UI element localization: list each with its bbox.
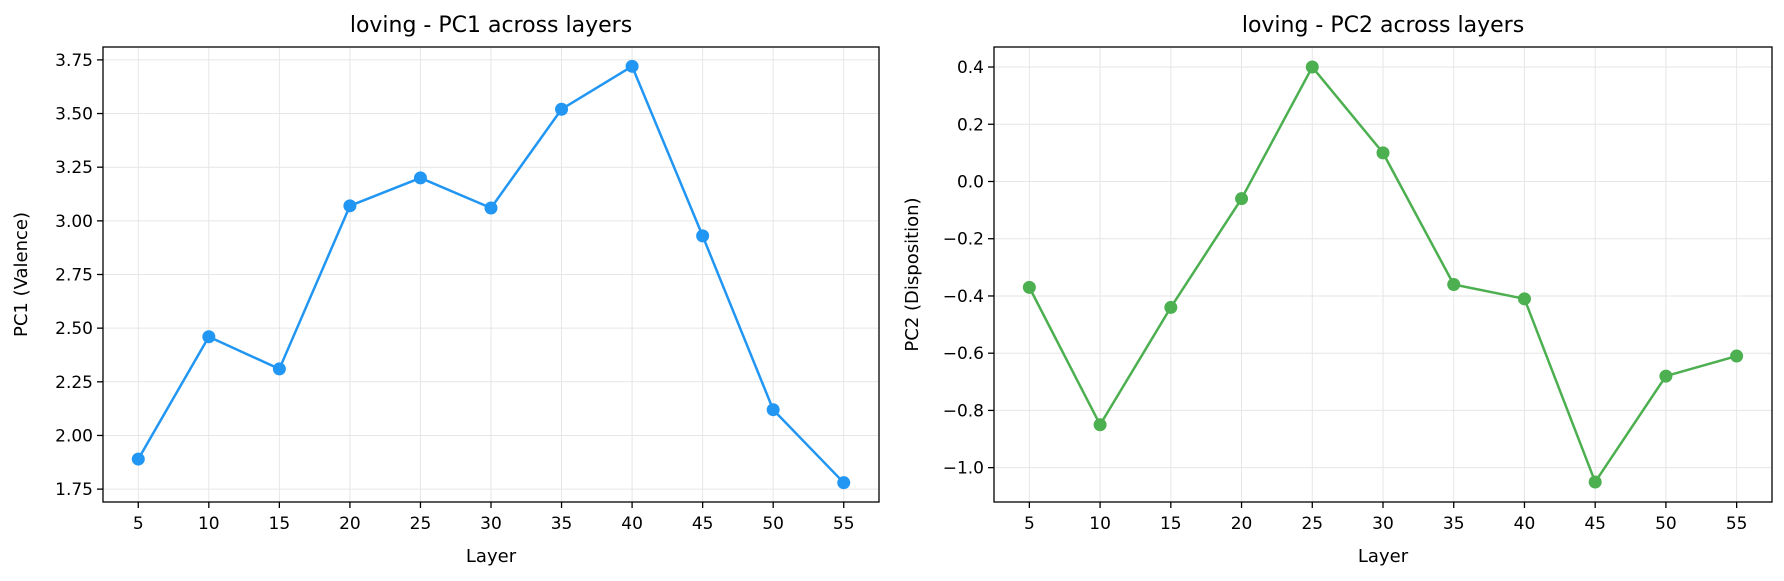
grid [994,47,1772,502]
y-tick-label: 3.25 [55,158,93,178]
data-point [1659,369,1673,383]
x-tick-label: 30 [480,514,502,534]
axis-ticks: 5 10 15 20 25 30 35 40 45 50 55 −1.0 −0.8 −0.6 −0.4 −0.… [943,58,1748,534]
x-tick-label: 5 [1024,514,1035,534]
data-point [1305,60,1319,74]
x-axis-label: Layer [1358,546,1409,567]
chart-pc2: loving - PC2 across layers Layer PC2 (Di… [902,13,1773,567]
plot-frame [993,46,1773,503]
chart-title: loving - PC1 across layers [350,13,632,38]
x-tick-label: 45 [1584,514,1606,534]
x-tick-label: 5 [133,514,144,534]
x-tick-label: 20 [1231,514,1253,534]
data-point [1588,475,1602,489]
x-tick-label: 55 [833,514,855,534]
data-point [625,59,639,73]
x-axis-label: Layer [466,546,517,567]
data-point [766,403,780,417]
y-tick-label: −1.0 [943,459,984,479]
data-point [343,199,357,213]
y-tick-label: 3.00 [55,212,93,232]
series [131,59,851,490]
x-tick-label: 30 [1372,514,1394,534]
data-point [555,102,569,116]
x-tick-label: 10 [1089,514,1111,534]
x-tick-label: 35 [1443,514,1465,534]
x-tick-label: 25 [410,514,432,534]
axis-ticks: 5 10 15 20 25 30 35 40 45 50 55 1.75 2.00 2.25 2.50 2.7… [55,51,854,534]
x-tick-label: 10 [198,514,220,534]
y-tick-label: 2.25 [55,373,93,393]
x-tick-label: 25 [1301,514,1323,534]
y-axis-label: PC1 (Valence) [11,212,32,337]
data-point [1022,280,1036,294]
plot-frame [102,46,880,503]
x-tick-label: 35 [551,514,573,534]
y-tick-label: 0.2 [957,115,984,135]
x-tick-label: 45 [692,514,714,534]
data-point [1235,192,1249,206]
data-point [1730,349,1744,363]
data-point [484,201,498,215]
y-tick-label: 3.75 [55,51,93,71]
x-tick-label: 40 [621,514,643,534]
x-tick-label: 50 [762,514,784,534]
data-point [413,171,427,185]
data-point [131,452,145,466]
y-tick-label: −0.4 [943,287,984,307]
x-tick-label: 20 [339,514,361,534]
grid [103,47,879,502]
chart-title: loving - PC2 across layers [1242,13,1524,38]
x-tick-label: 55 [1726,514,1748,534]
data-point [1447,278,1461,292]
y-tick-label: 2.50 [55,319,93,339]
x-tick-label: 15 [269,514,291,534]
y-tick-label: 3.50 [55,105,93,125]
y-tick-label: 0.4 [957,58,984,78]
data-point [1164,300,1178,314]
series [1022,60,1744,489]
x-tick-label: 40 [1514,514,1536,534]
y-tick-label: 2.75 [55,266,93,286]
y-tick-label: −0.6 [943,344,984,364]
y-tick-label: −0.2 [943,230,984,250]
data-point [1517,292,1531,306]
chart-pc1: loving - PC1 across layers Layer PC1 (Va… [11,13,880,567]
y-tick-label: −0.8 [943,401,984,421]
data-point [272,362,286,376]
data-point [1093,418,1107,432]
x-tick-label: 50 [1655,514,1677,534]
y-tick-label: 2.00 [55,426,93,446]
y-tick-label: 0.0 [957,172,984,192]
y-tick-label: 1.75 [55,480,93,500]
data-point [696,229,710,243]
data-point [202,330,216,344]
data-point [837,476,851,490]
data-point [1376,146,1390,160]
x-tick-label: 15 [1160,514,1182,534]
y-axis-label: PC2 (Disposition) [902,197,923,351]
